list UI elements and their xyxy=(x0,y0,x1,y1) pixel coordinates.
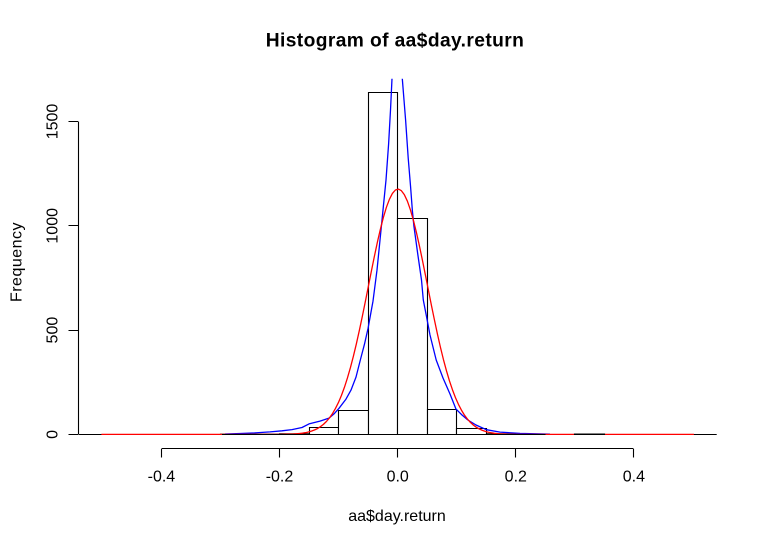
svg-text:Histogram of aa$day.return: Histogram of aa$day.return xyxy=(266,31,524,52)
svg-text:1500: 1500 xyxy=(45,104,62,140)
svg-text:0.0: 0.0 xyxy=(387,469,409,486)
svg-text:0: 0 xyxy=(45,430,62,439)
svg-text:-0.4: -0.4 xyxy=(148,469,176,486)
svg-text:Frequency: Frequency xyxy=(9,222,26,302)
svg-text:-0.2: -0.2 xyxy=(266,469,294,486)
svg-text:0.4: 0.4 xyxy=(623,469,645,486)
svg-text:aa$day.return: aa$day.return xyxy=(348,508,446,525)
svg-text:1000: 1000 xyxy=(45,208,62,244)
svg-text:500: 500 xyxy=(45,317,62,344)
svg-text:0.2: 0.2 xyxy=(505,469,527,486)
